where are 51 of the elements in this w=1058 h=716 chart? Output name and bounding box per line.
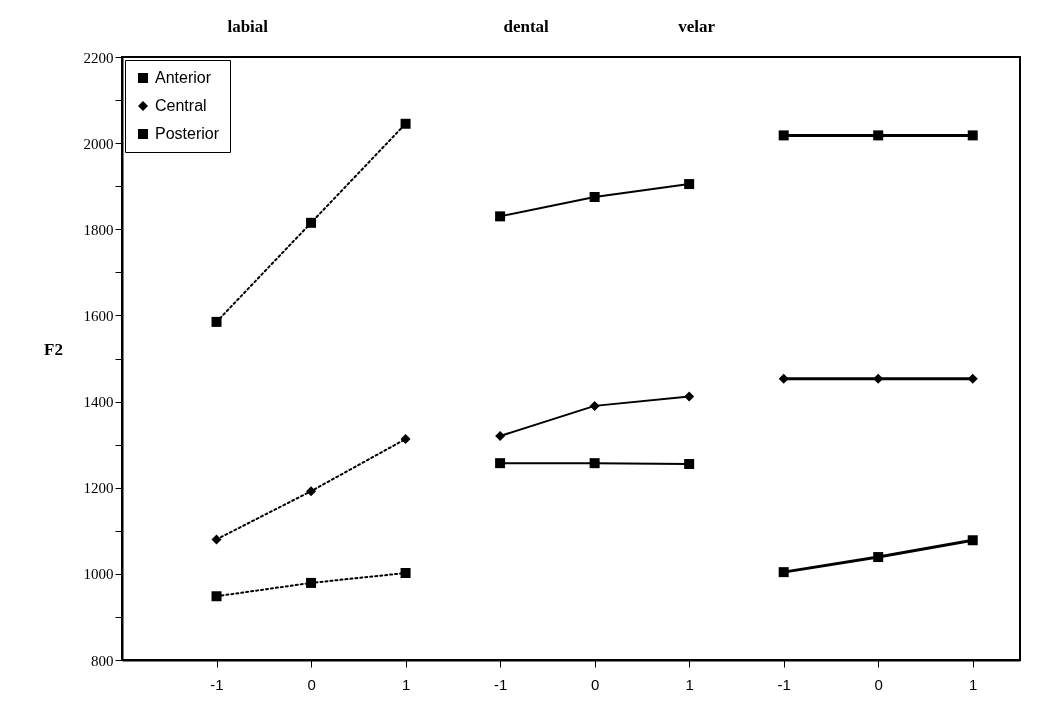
- x-tick-label: 0: [307, 675, 316, 693]
- y-tick-label: 2000: [83, 135, 114, 152]
- point: [211, 316, 222, 327]
- x-tick-label: 1: [685, 675, 694, 693]
- x-tick-label: -1: [493, 675, 508, 693]
- point: [967, 373, 978, 384]
- y-tick-label: 1200: [83, 480, 114, 497]
- text: dental: [503, 17, 550, 36]
- point: [306, 577, 317, 588]
- point: [778, 130, 789, 141]
- y-tick-label: 1000: [83, 566, 114, 583]
- text: labial: [227, 17, 269, 36]
- y-tick-label: 1800: [83, 221, 114, 238]
- y-tick-label: 1600: [83, 307, 114, 324]
- point: [873, 130, 884, 141]
- x-tick-label: 0: [874, 675, 883, 693]
- legend-label: Anterior: [155, 69, 212, 86]
- x-tick-label: 1: [401, 675, 411, 693]
- point: [684, 179, 695, 190]
- x-tick-label: 0: [590, 675, 600, 693]
- point: [589, 191, 600, 202]
- x-tick-label: 1: [969, 675, 978, 693]
- point: [211, 591, 222, 602]
- point: [400, 568, 411, 578]
- point: [967, 130, 978, 141]
- point: [684, 391, 695, 402]
- legend-label: Posterior: [155, 125, 220, 142]
- point: [306, 217, 317, 228]
- point: [967, 535, 978, 546]
- point: [400, 434, 411, 445]
- legend-label: Central: [155, 97, 207, 114]
- point: [495, 431, 506, 442]
- y-tick-label: 800: [91, 652, 114, 669]
- point: [306, 486, 317, 497]
- text: velar: [678, 17, 716, 36]
- point: [400, 118, 411, 129]
- point: [873, 373, 884, 384]
- point: [778, 373, 789, 384]
- point: [495, 211, 506, 222]
- x-tick-label: -1: [210, 675, 224, 693]
- point: [873, 552, 884, 563]
- point: [684, 459, 695, 470]
- point: [589, 400, 600, 411]
- point: [778, 567, 789, 578]
- y-tick-label: 1400: [83, 394, 114, 411]
- y-tick-label: 2200: [83, 49, 114, 66]
- point: [211, 534, 222, 545]
- point: [589, 458, 600, 469]
- point: [495, 458, 506, 469]
- y-axis-title: F2: [44, 340, 63, 359]
- x-tick-label: -1: [777, 675, 791, 693]
